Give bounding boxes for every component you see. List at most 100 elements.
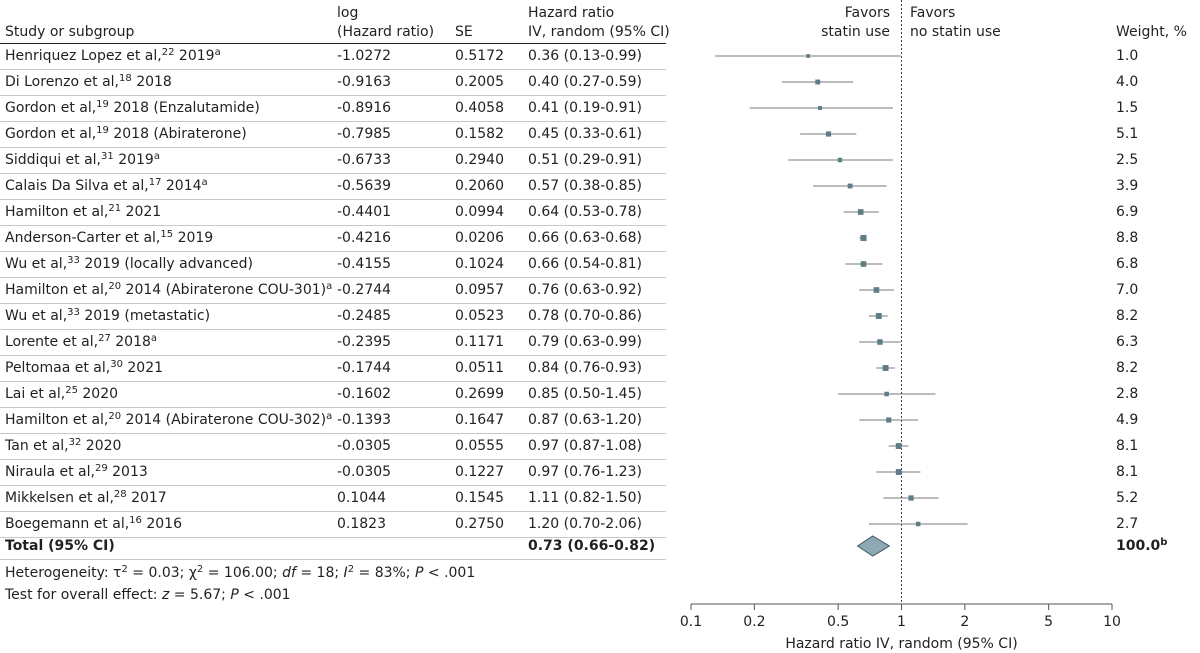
row-divider [0, 225, 666, 226]
study-note: a [201, 177, 208, 188]
se-value: 0.2699 [455, 386, 504, 402]
weight-value: 2.8 [1116, 386, 1139, 402]
hr-ci-value: 0.97 (0.76-1.23) [528, 464, 642, 480]
study-ref: 15 [160, 229, 174, 240]
log-hr-value: -1.0272 [337, 48, 392, 64]
log-hr-value: 0.1823 [337, 516, 386, 532]
hr-ci-value: 0.64 (0.53-0.78) [528, 204, 642, 220]
hr-ci-value: 0.45 (0.33-0.61) [528, 126, 642, 142]
se-value: 0.0555 [455, 438, 504, 454]
row-divider [0, 537, 666, 538]
header-hr-line1: Hazard ratio [528, 5, 615, 21]
study-name: Gordon et al,19 2018 (Enzalutamide) [5, 95, 260, 121]
study-author: Hamilton et al, [5, 204, 109, 220]
header-se: SE [455, 24, 473, 40]
se-value: 0.4058 [455, 100, 504, 116]
weight-value: 2.7 [1116, 516, 1139, 532]
study-ref: 21 [108, 203, 122, 214]
weight-value: 5.2 [1116, 490, 1139, 506]
point-marker [818, 106, 822, 110]
study-name: Hamilton et al,20 2014 (Abiraterone COU-… [5, 277, 332, 303]
weight-value: 7.0 [1116, 282, 1139, 298]
hr-ci-value: 0.85 (0.50-1.45) [528, 386, 642, 402]
study-ref: 19 [96, 125, 109, 136]
header-log-hr-line1: log [337, 5, 359, 21]
total-weight-value: 100.0 [1116, 538, 1161, 554]
x-tick-label: 2 [960, 614, 969, 630]
se-value: 0.1582 [455, 126, 504, 142]
heterogeneity-text: Heterogeneity: τ2 = 0.03; χ2 = 106.00; d… [5, 564, 476, 582]
header-hr-line2: IV, random (95% CI) [528, 24, 670, 40]
row-divider [0, 173, 666, 174]
study-year: 2019 (locally advanced) [79, 256, 253, 272]
se-value: 0.1227 [455, 464, 504, 480]
hr-ci-value: 0.78 (0.70-0.86) [528, 308, 642, 324]
se-value: 0.0511 [455, 360, 504, 376]
study-year: 2019 (metastatic) [79, 308, 211, 324]
se-value: 0.0994 [455, 204, 504, 220]
study-author: Gordon et al, [5, 126, 97, 142]
study-name: Niraula et al,29 2013 [5, 459, 148, 485]
study-year: 2019 [113, 152, 154, 168]
study-year: 2014 (Abiraterone COU-301) [121, 282, 327, 298]
weight-value: 1.0 [1116, 48, 1139, 64]
header-study: Study or subgroup [5, 24, 135, 40]
row-divider [0, 303, 666, 304]
weight-value: 8.1 [1116, 464, 1139, 480]
study-year: 2014 (Abiraterone COU-302) [121, 412, 327, 428]
hr-ci-value: 0.40 (0.27-0.59) [528, 74, 642, 90]
log-hr-value: -0.0305 [337, 438, 392, 454]
hr-ci-value: 0.97 (0.87-1.08) [528, 438, 642, 454]
se-value: 0.0206 [455, 230, 504, 246]
study-author: Niraula et al, [5, 464, 95, 480]
se-value: 0.1545 [455, 490, 504, 506]
row-divider [0, 251, 666, 252]
row-divider [0, 121, 666, 122]
point-marker [873, 287, 880, 293]
study-ref: 29 [94, 463, 108, 474]
study-ref: 20 [108, 281, 122, 292]
study-ref: 22 [161, 47, 175, 58]
total-rule [0, 559, 666, 560]
point-marker [884, 391, 889, 397]
se-value: 0.1171 [455, 334, 504, 350]
weight-value: 4.9 [1116, 412, 1139, 428]
study-ref: 20 [108, 411, 122, 422]
total-weight-note: b [1160, 537, 1168, 548]
study-note: a [326, 281, 333, 292]
row-divider [0, 511, 666, 512]
x-tick-label: 1 [897, 614, 906, 630]
hr-ci-value: 0.66 (0.54-0.81) [528, 256, 642, 272]
row-divider [0, 69, 666, 70]
row-divider [0, 95, 666, 96]
row-divider [0, 407, 666, 408]
study-author: Anderson-Carter et al, [5, 230, 161, 246]
log-hr-value: -0.2744 [337, 282, 392, 298]
study-name: Gordon et al,19 2018 (Abiraterone) [5, 121, 247, 147]
weight-value: 1.5 [1116, 100, 1139, 116]
study-author: Tan et al, [5, 438, 69, 454]
row-divider [0, 355, 666, 356]
study-author: Peltomaa et al, [5, 360, 111, 376]
hr-ci-value: 0.36 (0.13-0.99) [528, 48, 642, 64]
log-hr-value: -0.8916 [337, 100, 392, 116]
study-author: Wu et al, [5, 308, 68, 324]
study-author: Wu et al, [5, 256, 68, 272]
log-hr-value: -0.4155 [337, 256, 392, 272]
point-marker [806, 54, 810, 58]
log-hr-value: -0.6733 [337, 152, 392, 168]
log-hr-value: -0.9163 [337, 74, 392, 90]
study-ref: 30 [110, 359, 123, 370]
log-hr-value: -0.2395 [337, 334, 392, 350]
header-favors-left-line2: statin use [821, 24, 890, 40]
overall-effect-text: Test for overall effect: z = 5.67; P < .… [5, 587, 291, 603]
hr-ci-value: 0.51 (0.29-0.91) [528, 152, 642, 168]
log-hr-value: -0.2485 [337, 308, 392, 324]
x-tick-label: 0.1 [680, 614, 702, 630]
weight-value: 8.8 [1116, 230, 1139, 246]
point-marker [860, 234, 867, 242]
study-year: 2016 [141, 516, 182, 532]
se-value: 0.2750 [455, 516, 504, 532]
study-name: Siddiqui et al,31 2019a [5, 147, 160, 173]
total-hr-ci: 0.73 (0.66-0.82) [528, 538, 656, 554]
